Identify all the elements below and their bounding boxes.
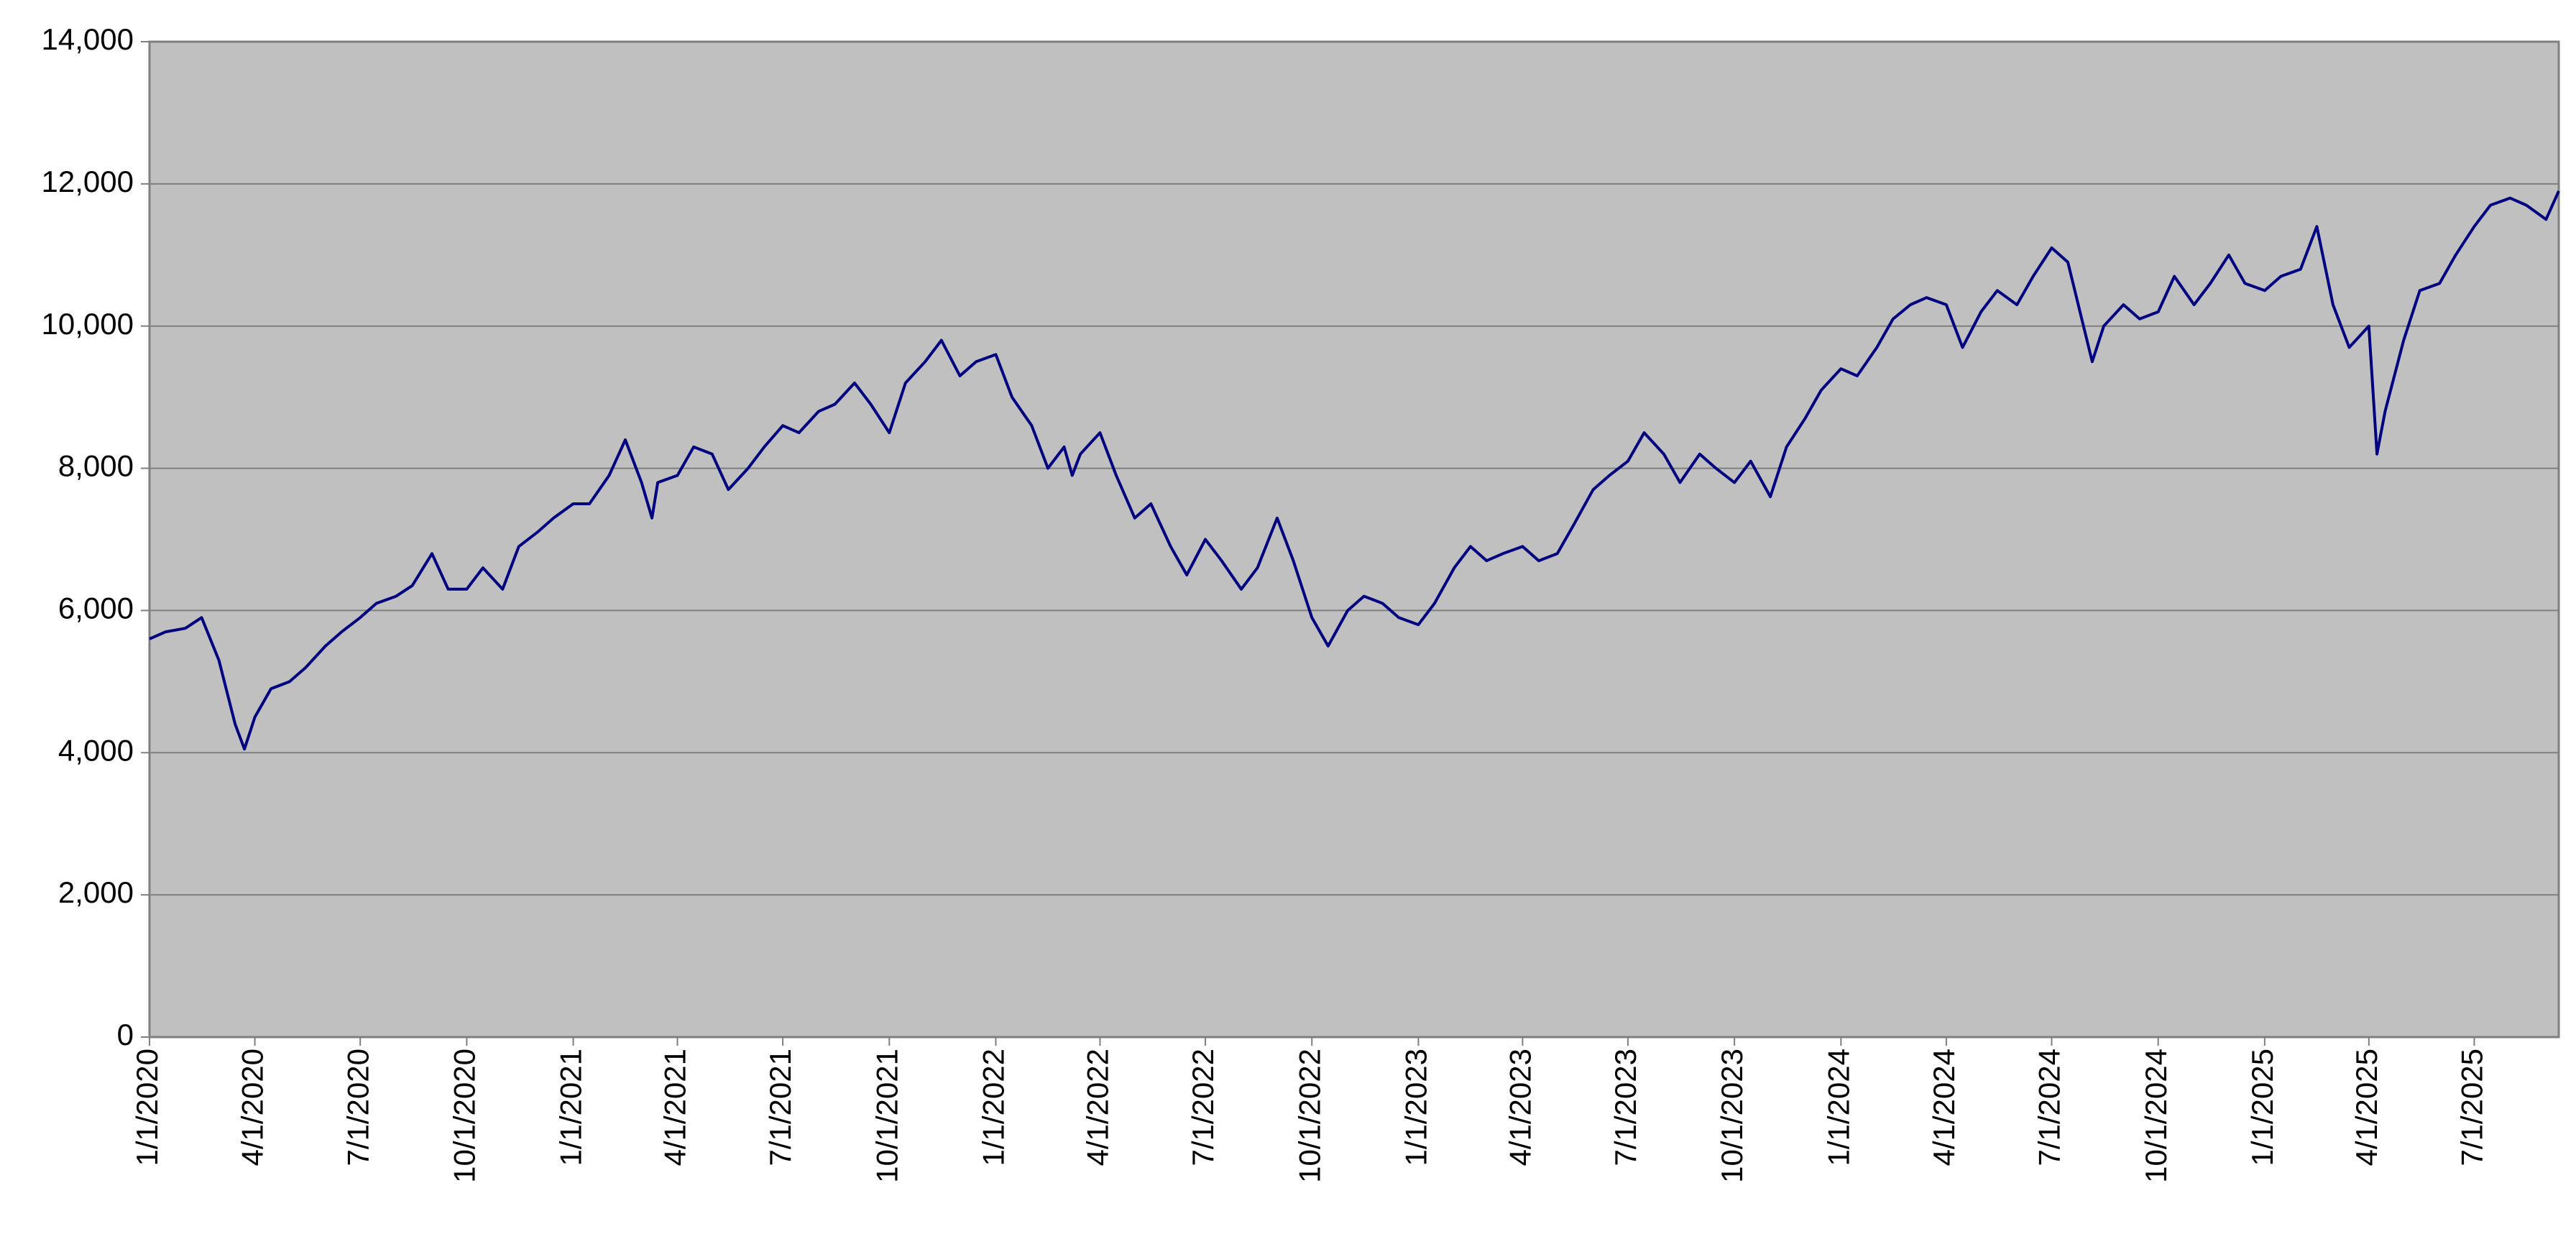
x-tick-label: 1/1/2022 bbox=[977, 1049, 1011, 1166]
x-tick-label: 7/1/2020 bbox=[341, 1049, 374, 1166]
x-tick-label: 1/1/2025 bbox=[2245, 1049, 2279, 1166]
x-tick-label: 1/1/2020 bbox=[130, 1049, 164, 1166]
plot-area bbox=[150, 42, 2559, 1037]
x-tick-label: 4/1/2020 bbox=[236, 1049, 270, 1166]
x-tick-label: 10/1/2024 bbox=[2139, 1049, 2173, 1183]
y-tick-label: 10,000 bbox=[42, 307, 134, 341]
x-tick-label: 7/1/2021 bbox=[763, 1049, 797, 1166]
y-tick-label: 6,000 bbox=[58, 591, 134, 625]
y-tick-label: 8,000 bbox=[58, 449, 134, 483]
x-tick-label: 7/1/2022 bbox=[1186, 1049, 1220, 1166]
y-tick-label: 14,000 bbox=[42, 22, 134, 56]
series-line bbox=[149, 190, 2560, 751]
x-tick-label: 1/1/2023 bbox=[1399, 1049, 1432, 1166]
x-tick-label: 10/1/2021 bbox=[870, 1049, 903, 1183]
y-tick-label: 12,000 bbox=[42, 165, 134, 198]
x-tick-label: 4/1/2025 bbox=[2350, 1049, 2383, 1166]
y-tick-label: 0 bbox=[117, 1018, 134, 1051]
x-tick-label: 10/1/2022 bbox=[1292, 1049, 1326, 1183]
plot-border bbox=[148, 40, 2560, 1039]
x-tick-label: 4/1/2021 bbox=[658, 1049, 692, 1166]
x-tick-label: 7/1/2024 bbox=[2033, 1049, 2066, 1166]
x-tick-label: 10/1/2023 bbox=[1715, 1049, 1749, 1183]
x-tick-label: 4/1/2024 bbox=[1927, 1049, 1961, 1166]
y-tick-label: 2,000 bbox=[58, 875, 134, 909]
x-tick-label: 1/1/2021 bbox=[554, 1049, 588, 1166]
x-tick-label: 7/1/2025 bbox=[2455, 1049, 2489, 1166]
x-tick-label: 7/1/2023 bbox=[1609, 1049, 1642, 1166]
x-tick-label: 4/1/2023 bbox=[1503, 1049, 1537, 1166]
y-tick-label: 4,000 bbox=[58, 733, 134, 767]
x-tick-label: 4/1/2022 bbox=[1081, 1049, 1115, 1166]
x-tick-label: 1/1/2024 bbox=[1821, 1049, 1855, 1166]
x-tick-label: 10/1/2020 bbox=[447, 1049, 481, 1183]
